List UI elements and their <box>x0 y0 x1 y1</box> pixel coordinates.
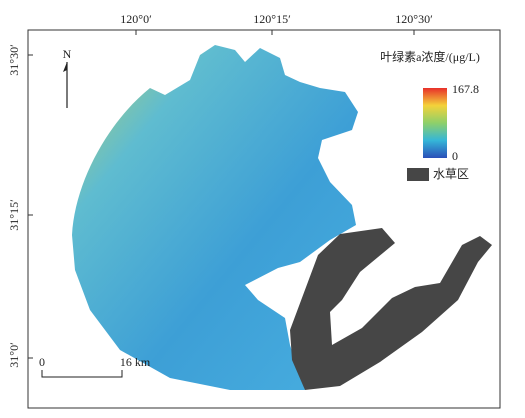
aquatic-area <box>290 228 492 390</box>
lon-label: 120°15′ <box>253 12 291 26</box>
scale-end: 16 km <box>120 355 151 369</box>
north-label: N <box>63 47 72 61</box>
aquatic-label: 水草区 <box>433 167 469 181</box>
colorbar-max: 167.8 <box>452 82 479 96</box>
colorbar <box>423 88 447 158</box>
lat-label: 31°15′ <box>7 199 21 231</box>
scale-start: 0 <box>39 355 45 369</box>
lon-label: 120°30′ <box>395 12 433 26</box>
colorbar-min: 0 <box>452 149 458 163</box>
aquatic-swatch <box>407 168 429 181</box>
map-frame <box>27 29 501 409</box>
legend-title: 叶绿素a浓度/(μg/L) <box>380 49 480 64</box>
scale-bar <box>41 370 123 378</box>
lat-label: 31°0′ <box>7 342 21 368</box>
lon-label: 120°0′ <box>120 12 152 26</box>
lake <box>72 45 358 390</box>
north-arrow-head <box>63 62 67 72</box>
frame-ticks <box>28 30 415 359</box>
lat-label: 31°30′ <box>7 44 21 76</box>
